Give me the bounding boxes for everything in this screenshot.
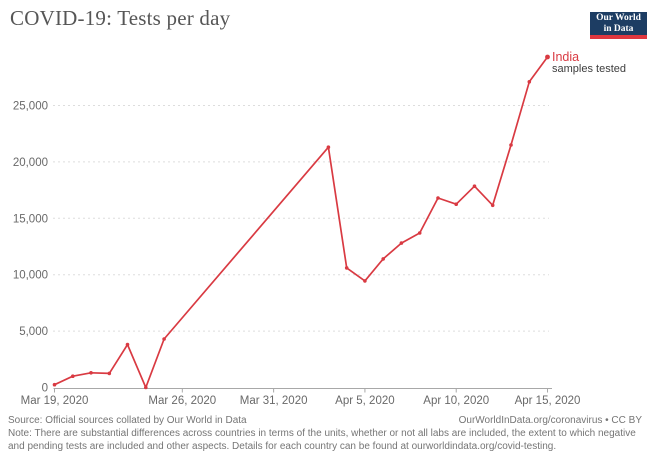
data-point[interactable]	[52, 382, 57, 387]
x-tick-label: Apr 5, 2020	[335, 395, 394, 407]
data-point[interactable]	[107, 371, 112, 376]
owid-logo-box: Our World in Data	[590, 12, 647, 35]
data-point[interactable]	[363, 279, 367, 283]
data-point[interactable]	[545, 54, 550, 60]
owid-logo[interactable]: Our World in Data	[590, 12, 647, 39]
footer-link[interactable]: OurWorldInData.org/coronavirus • CC BY	[458, 415, 642, 426]
data-point[interactable]	[326, 145, 331, 149]
y-tick-label: 20,000	[13, 157, 48, 169]
data-point[interactable]	[472, 184, 477, 188]
x-tick-label: Mar 19, 2020	[21, 395, 89, 407]
data-point[interactable]	[71, 374, 75, 379]
x-tick-label: Mar 26, 2020	[148, 395, 216, 407]
y-tick-label: 15,000	[13, 213, 48, 225]
data-point[interactable]	[381, 257, 386, 261]
data-point[interactable]	[399, 241, 404, 245]
data-point[interactable]	[527, 80, 532, 84]
y-tick-label: 25,000	[13, 101, 48, 113]
y-tick-label: 10,000	[13, 270, 48, 282]
data-point[interactable]	[417, 231, 422, 235]
data-point[interactable]	[454, 202, 459, 206]
data-point[interactable]	[125, 342, 130, 347]
owid-logo-line2: in Data	[603, 23, 634, 34]
source-text: Source: Official sources collated by Our…	[8, 415, 247, 426]
note-text-line1: Note: There are substantial differences …	[8, 428, 636, 439]
data-point[interactable]	[89, 371, 93, 375]
note-text-line2: and pending tests are included and other…	[8, 441, 557, 452]
data-point[interactable]	[144, 385, 148, 390]
x-tick-label: Apr 15, 2020	[515, 395, 581, 407]
legend-metric-label: samples tested	[552, 63, 626, 75]
data-point[interactable]	[436, 196, 440, 200]
y-tick-label: 5,000	[19, 326, 48, 338]
data-point[interactable]	[490, 203, 495, 208]
owid-logo-line1: Our World	[596, 13, 641, 23]
data-point[interactable]	[162, 337, 166, 341]
y-tick-label: 0	[42, 383, 48, 395]
chart-footer: Source: Official sources collated by Our…	[8, 414, 642, 453]
legend-country-label[interactable]: India	[552, 50, 580, 64]
data-point[interactable]	[509, 143, 513, 147]
owid-logo-stripe	[590, 35, 647, 39]
data-point[interactable]	[344, 266, 349, 270]
page-title: COVID-19: Tests per day	[10, 6, 231, 30]
data-line-india[interactable]	[53, 56, 549, 389]
x-tick-label: Mar 31, 2020	[240, 395, 308, 407]
x-tick-label: Apr 10, 2020	[423, 395, 489, 407]
